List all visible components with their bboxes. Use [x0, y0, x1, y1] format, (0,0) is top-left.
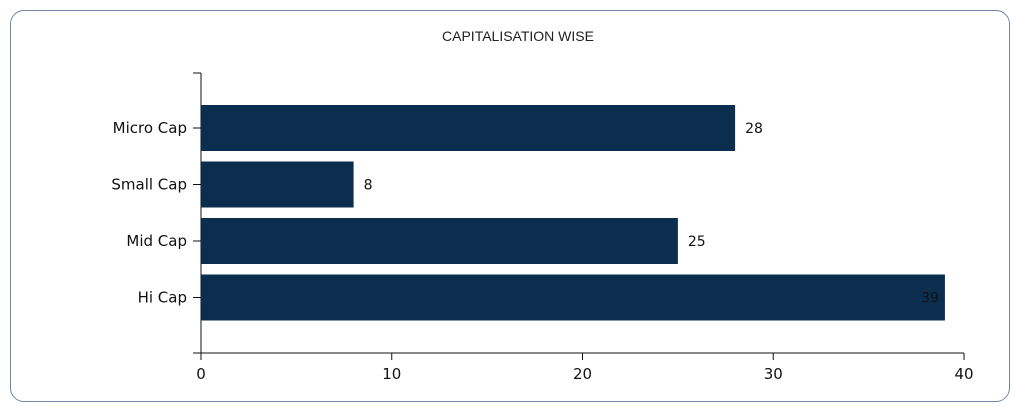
bar: [201, 274, 945, 321]
x-tick-label: 0: [196, 365, 206, 383]
value-label: 28: [745, 121, 763, 137]
category-label: Hi Cap: [138, 289, 187, 307]
bar: [201, 218, 678, 264]
x-tick-label: 30: [764, 365, 783, 383]
x-tick-label: 40: [954, 365, 973, 383]
x-tick-label: 10: [382, 365, 401, 383]
chart-bars: [201, 105, 945, 321]
category-label: Small Cap: [111, 176, 187, 194]
chart-title: CAPITALISATION WISE: [442, 28, 594, 44]
chart-card: [10, 10, 1010, 402]
value-label: 25: [688, 234, 706, 250]
value-label: 8: [364, 178, 373, 194]
value-label: 39: [921, 291, 939, 307]
bar: [201, 105, 736, 151]
chart-labels: 0 10 20 30 40 Micro Cap 28 Small Cap 8 Mid Cap 25 H…: [111, 119, 973, 383]
category-label: Mid Cap: [126, 232, 187, 250]
x-tick-label: 20: [573, 365, 592, 383]
bar: [201, 161, 354, 208]
category-label: Micro Cap: [113, 119, 187, 137]
